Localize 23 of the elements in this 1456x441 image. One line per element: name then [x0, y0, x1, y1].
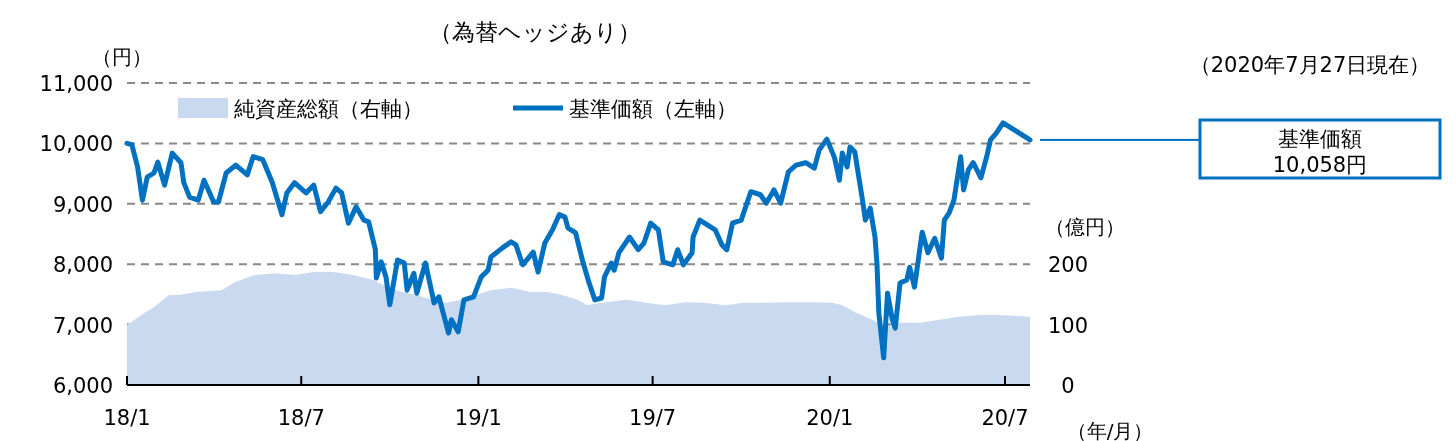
text: （2020年7月27日現在） — [1189, 53, 1431, 77]
x-tick-label: 19/1 — [454, 406, 502, 430]
x-tick-label: 18/1 — [103, 406, 151, 430]
text: 基準価額 10,058円 — [1272, 127, 1368, 177]
x-tick-label: 19/7 — [629, 406, 677, 430]
y-tick-label: 10,000 — [39, 132, 113, 157]
x-tick-label: 20/7 — [981, 406, 1029, 430]
y-tick-label: 7,000 — [52, 313, 113, 338]
y-tick-label: 8,000 — [52, 253, 113, 278]
x-tick-label: 20/1 — [806, 406, 854, 430]
y-tick-label: 6,000 — [52, 374, 113, 398]
y2-tick-label: 200 — [1047, 253, 1089, 278]
chart-title: （為替ヘッジあり） — [429, 19, 641, 45]
y-tick-label: 9,000 — [52, 192, 113, 217]
x-tick-label: 18/7 — [277, 406, 325, 430]
legend-label: 基準価額（左軸） — [569, 97, 737, 121]
x-axis-title: （年/月） — [1066, 419, 1154, 441]
y2-tick-label: 100 — [1047, 313, 1089, 338]
y2-tick-label: 0 — [1061, 374, 1075, 398]
legend-label: 純資産総額（右軸） — [234, 97, 423, 121]
y-axis-title: （円） — [92, 45, 152, 69]
y-tick-label: 11,000 — [39, 72, 113, 96]
y2-axis-title: （億円） — [1045, 215, 1125, 239]
